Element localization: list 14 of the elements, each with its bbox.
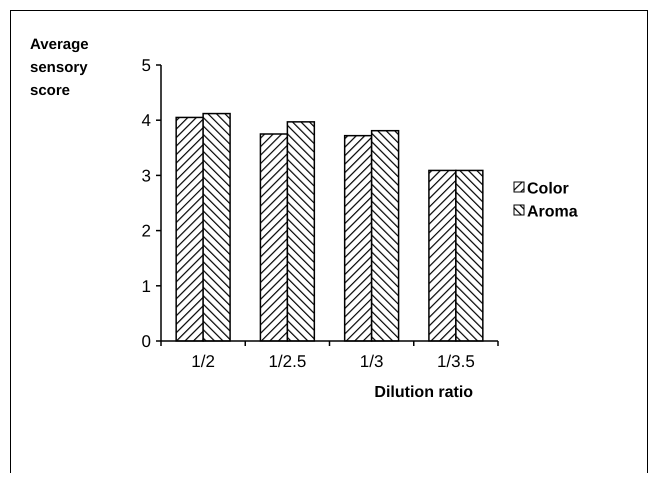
y-tick-label: 2 [142,222,151,241]
y-axis-title: Average sensory score [30,36,89,99]
y-tick-label: 3 [142,166,151,186]
x-tick-label: 1/3 [360,352,384,371]
x-axis-title: Dilution ratio [374,384,474,401]
y-tick-label: 1 [142,276,151,296]
x-tick-label: 1/2.5 [268,352,306,371]
legend-label: Aroma [527,204,578,221]
y-tick-label: 4 [142,111,151,130]
y-tick-label: 0 [142,332,151,351]
y-tick-label: 5 [142,56,151,75]
legend-label: Color [527,180,569,198]
x-tick-label: 1/2 [191,352,215,371]
x-tick-label: 1/3.5 [436,352,475,371]
